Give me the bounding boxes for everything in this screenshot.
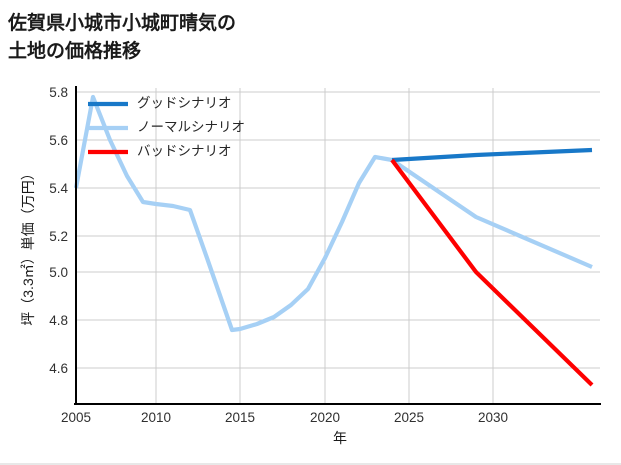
y-gridlines bbox=[76, 91, 600, 369]
y-tick-label: 5.6 bbox=[49, 133, 68, 148]
legend-label-bad: バッドシナリオ bbox=[137, 144, 232, 159]
chart-legend: グッドシナリオ ノーマルシナリオ バッドシナリオ bbox=[88, 96, 245, 159]
axis-spines bbox=[74, 86, 601, 406]
x-axis-tick-labels: 2005 2010 2015 2020 2025 2030 bbox=[61, 410, 508, 425]
y-axis-tick-labels: 4.6 4.8 5.0 5.2 5.4 5.6 5.8 bbox=[49, 85, 68, 376]
y-tick-label: 4.6 bbox=[49, 361, 68, 376]
y-tick-label: 5.0 bbox=[49, 265, 68, 280]
y-tick-label: 5.4 bbox=[49, 181, 68, 196]
y-axis-title: 坪（3.3㎡）単価（万円） bbox=[20, 166, 36, 325]
y-tick-label: 5.8 bbox=[49, 85, 68, 100]
x-tick-label: 2015 bbox=[225, 410, 255, 425]
y-tick-label: 4.8 bbox=[49, 313, 68, 328]
x-tick-label: 2025 bbox=[394, 410, 424, 425]
x-tick-label: 2005 bbox=[61, 410, 91, 425]
x-tick-label: 2010 bbox=[141, 410, 171, 425]
legend-label-good: グッドシナリオ bbox=[137, 96, 232, 111]
series-line-normal bbox=[73, 94, 593, 333]
y-tick-label: 5.2 bbox=[49, 229, 68, 244]
chart-title: 佐賀県小城市小城町晴気の 土地の価格推移 bbox=[8, 13, 237, 62]
x-tick-label: 2030 bbox=[478, 410, 508, 425]
series-line-bad bbox=[390, 158, 594, 387]
legend-label-normal: ノーマルシナリオ bbox=[137, 120, 245, 135]
x-axis-title: 年 bbox=[333, 430, 347, 446]
x-tick-label: 2020 bbox=[310, 410, 340, 425]
x-gridlines bbox=[155, 88, 494, 404]
series-line-good bbox=[391, 147, 593, 163]
